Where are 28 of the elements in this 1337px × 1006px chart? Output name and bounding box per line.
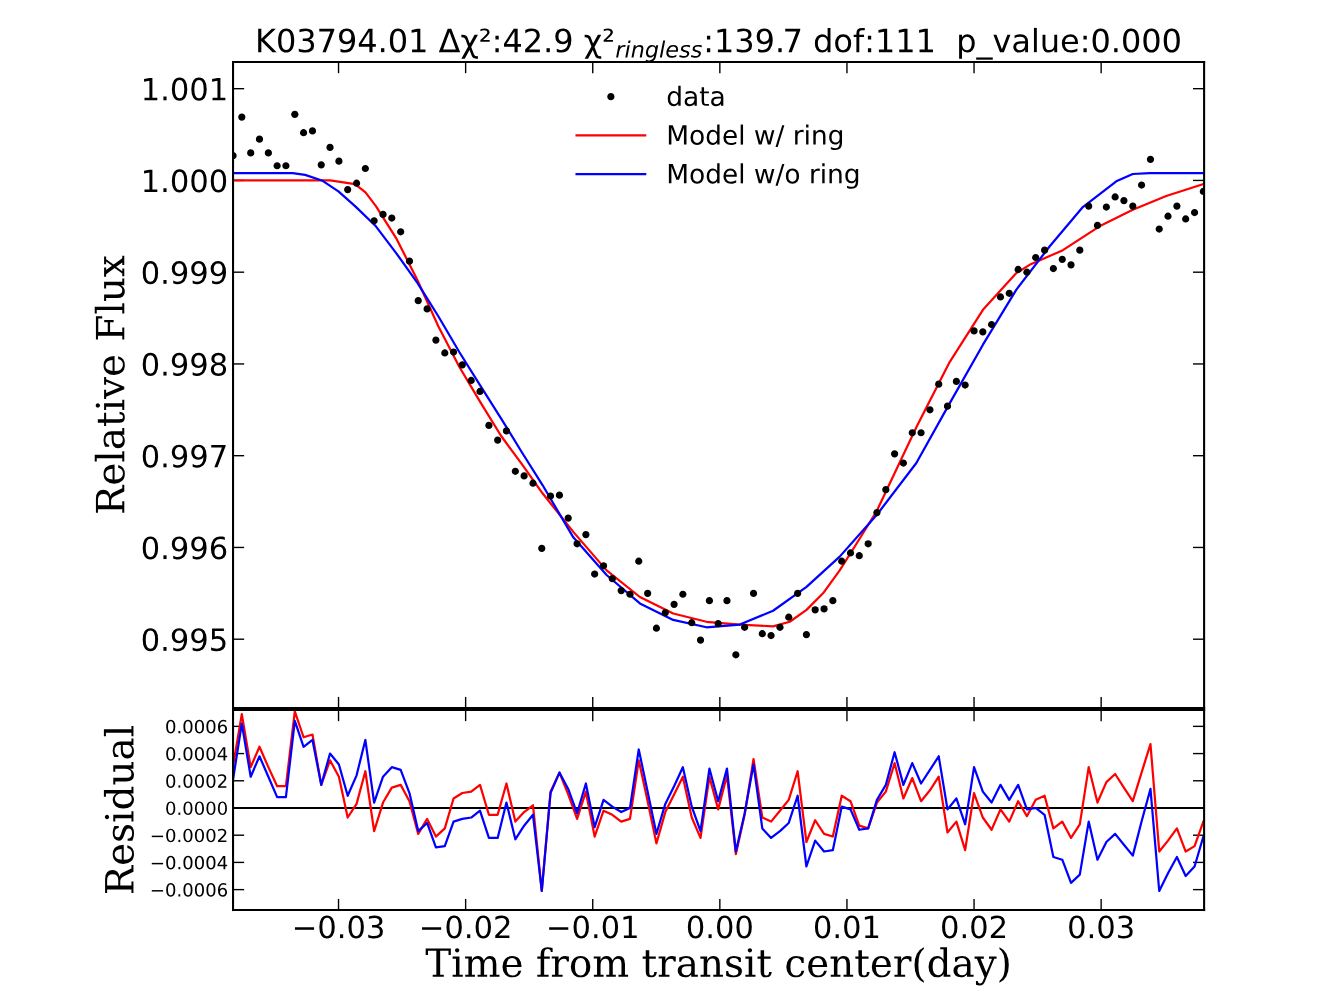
x-tick-label: 0.00	[687, 915, 752, 939]
y-axis-title: Residual	[103, 726, 134, 894]
legend-label: Model w/o ring	[668, 163, 859, 189]
x-tick-label: 0.01	[814, 915, 879, 939]
y-tick-label: 0.998	[142, 352, 227, 376]
y-tick-label: 0.997	[142, 444, 226, 468]
y-tick-label: 0.999	[142, 261, 227, 285]
legend-label: Model w/ ring	[668, 124, 843, 151]
y-tick-label: 0.995	[142, 628, 226, 652]
chart-title: K03794.01 Δχ²:42.9 χ²$_{ringless}$:139.7 dof:111 p_value:0.000	[258, 27, 1180, 63]
y-tick-label: 1.000	[144, 169, 227, 193]
y-tick-label: 0.0004	[166, 747, 228, 761]
y-tick-label: 0.0002	[166, 774, 227, 788]
y-axis-title: Relative Flux	[94, 255, 125, 513]
y-tick-label: 0.996	[142, 536, 227, 560]
x-tick-label: 0.02	[942, 915, 1005, 939]
y-tick-label: −0.0006	[151, 883, 228, 897]
y-tick-label: −0.0004	[151, 855, 228, 870]
y-tick-label: 0.0000	[166, 801, 227, 816]
x-tick-label: −0.01	[549, 915, 637, 939]
y-tick-label: −0.0002	[151, 828, 227, 843]
x-tick-label: −0.02	[422, 915, 510, 939]
legend-label: data	[667, 85, 724, 107]
x-axis-title: Time from transit center(day)	[425, 947, 1009, 986]
y-tick-label: 0.0006	[166, 719, 228, 734]
x-tick-label: 0.03	[1069, 915, 1133, 939]
y-tick-label: 1.001	[144, 77, 226, 101]
x-tick-label: −0.03	[294, 915, 383, 939]
